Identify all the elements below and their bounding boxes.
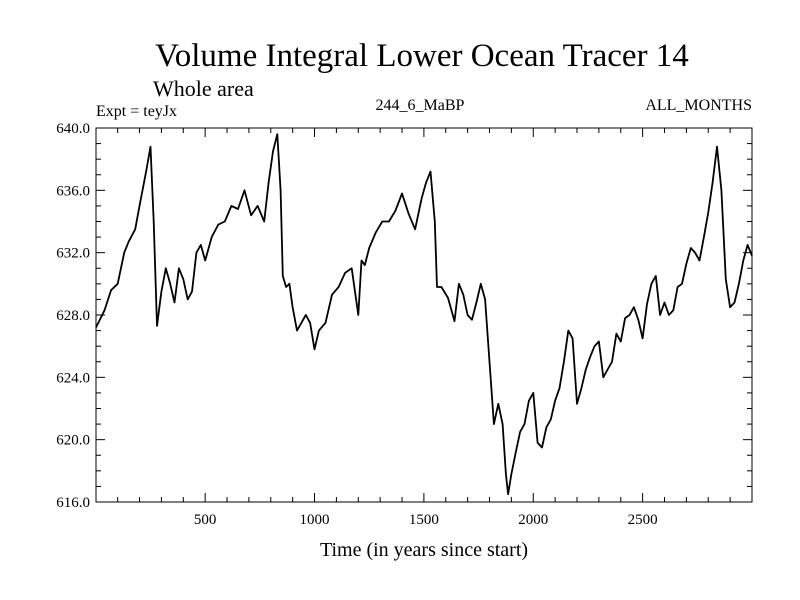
chart-title: Volume Integral Lower Ocean Tracer 14 (155, 38, 689, 74)
x-tick-label: 1500 (409, 512, 439, 528)
right-label: ALL_MONTHS (645, 97, 752, 114)
y-tick-label: 616.0 (56, 495, 90, 511)
x-tick-label: 1000 (300, 512, 330, 528)
experiment-label: Expt = teyJx (96, 103, 177, 120)
x-tick-label: 2500 (628, 512, 658, 528)
x-tick-label: 500 (194, 512, 217, 528)
plot-area-frame (95, 127, 753, 503)
x-tick-label: 2000 (518, 512, 548, 528)
y-tick-label: 640.0 (56, 121, 90, 137)
x-axis-label: Time (in years since start) (320, 539, 528, 561)
y-tick-label: 624.0 (56, 370, 90, 386)
center-label: 244_6_MaBP (376, 97, 465, 114)
y-tick-label: 636.0 (56, 183, 90, 199)
series-line-tracer-14 (95, 133, 753, 496)
x-axis-ticks: 500 1000 1500 2000 2500 (117, 128, 731, 528)
y-tick-label: 632.0 (56, 246, 90, 262)
chart-subtitle: Whole area (153, 76, 254, 101)
y-axis-ticks: 616.0 620.0 624.0 628.0 632.0 636.0 640.0 (56, 121, 752, 511)
y-tick-label: 620.0 (56, 433, 90, 449)
y-tick-label: 628.0 (56, 308, 90, 324)
